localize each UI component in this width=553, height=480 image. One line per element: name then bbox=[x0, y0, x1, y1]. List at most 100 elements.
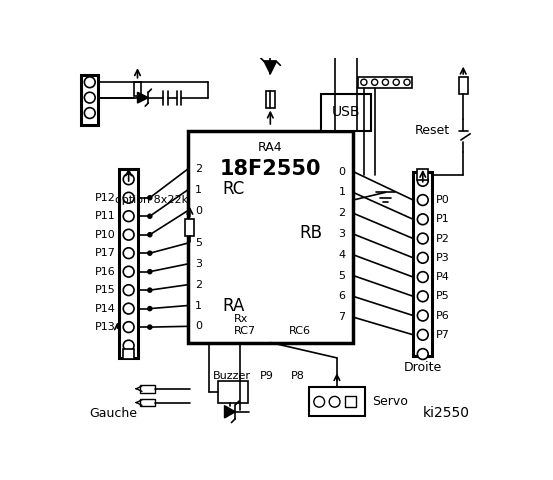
Text: P13: P13 bbox=[95, 322, 116, 332]
Circle shape bbox=[148, 233, 152, 237]
Bar bbox=[218, 381, 248, 403]
Text: 3: 3 bbox=[338, 229, 346, 239]
Bar bbox=[413, 171, 432, 356]
Text: P4: P4 bbox=[436, 272, 450, 282]
Text: RB: RB bbox=[299, 224, 322, 242]
Circle shape bbox=[85, 108, 95, 119]
Circle shape bbox=[148, 325, 152, 329]
Text: 3: 3 bbox=[195, 259, 202, 269]
Text: P15: P15 bbox=[95, 285, 116, 295]
Circle shape bbox=[85, 92, 95, 103]
Circle shape bbox=[404, 79, 410, 85]
Text: P3: P3 bbox=[436, 253, 450, 263]
Circle shape bbox=[123, 340, 134, 351]
Bar bbox=[346, 396, 356, 407]
Text: P7: P7 bbox=[436, 330, 450, 340]
Circle shape bbox=[148, 288, 152, 292]
Text: Rx: Rx bbox=[234, 314, 248, 324]
Circle shape bbox=[418, 214, 428, 225]
Text: ki2550: ki2550 bbox=[422, 407, 469, 420]
Circle shape bbox=[123, 192, 134, 203]
Circle shape bbox=[372, 79, 378, 85]
Bar bbox=[81, 74, 98, 125]
Text: RA4: RA4 bbox=[258, 141, 283, 154]
Bar bbox=[123, 348, 134, 360]
Circle shape bbox=[314, 396, 325, 407]
Circle shape bbox=[123, 285, 134, 296]
Circle shape bbox=[123, 211, 134, 222]
Circle shape bbox=[123, 266, 134, 277]
Polygon shape bbox=[138, 92, 148, 103]
Text: P2: P2 bbox=[436, 234, 450, 243]
Circle shape bbox=[123, 248, 134, 259]
Text: 7: 7 bbox=[338, 312, 346, 322]
Text: P0: P0 bbox=[436, 195, 450, 205]
Circle shape bbox=[361, 79, 367, 85]
Text: 2: 2 bbox=[195, 164, 202, 174]
Bar bbox=[140, 399, 155, 407]
Text: Servo: Servo bbox=[372, 396, 408, 408]
Text: 5: 5 bbox=[195, 238, 202, 248]
Circle shape bbox=[418, 195, 428, 205]
Text: RC7: RC7 bbox=[234, 326, 256, 336]
Text: 0: 0 bbox=[195, 321, 202, 331]
Circle shape bbox=[418, 272, 428, 282]
Polygon shape bbox=[264, 61, 276, 74]
Circle shape bbox=[148, 251, 152, 255]
Text: P8: P8 bbox=[291, 371, 305, 381]
Bar bbox=[134, 82, 142, 96]
Circle shape bbox=[418, 175, 428, 186]
Text: RC6: RC6 bbox=[289, 326, 311, 336]
Text: 0: 0 bbox=[195, 206, 202, 216]
Text: P11: P11 bbox=[95, 211, 116, 221]
Text: P9: P9 bbox=[260, 371, 274, 381]
Circle shape bbox=[148, 214, 152, 218]
Bar bbox=[265, 91, 275, 108]
Bar bbox=[185, 219, 195, 236]
Text: P10: P10 bbox=[95, 230, 116, 240]
Circle shape bbox=[148, 307, 152, 311]
Bar bbox=[309, 387, 364, 417]
Text: 1: 1 bbox=[195, 300, 202, 311]
Text: P17: P17 bbox=[95, 248, 116, 258]
Circle shape bbox=[123, 174, 134, 185]
Bar bbox=[140, 385, 155, 393]
Text: 1: 1 bbox=[338, 187, 346, 197]
Text: 4: 4 bbox=[338, 250, 346, 260]
Bar bbox=[321, 94, 371, 131]
Text: 5: 5 bbox=[338, 271, 346, 280]
Text: 2: 2 bbox=[338, 208, 346, 218]
Text: option 8x22k: option 8x22k bbox=[115, 195, 188, 205]
Circle shape bbox=[148, 270, 152, 274]
Text: Reset: Reset bbox=[415, 124, 450, 137]
Circle shape bbox=[85, 77, 95, 88]
Text: P14: P14 bbox=[95, 304, 116, 313]
Text: 1: 1 bbox=[195, 185, 202, 195]
Circle shape bbox=[418, 310, 428, 321]
Polygon shape bbox=[225, 406, 235, 418]
Circle shape bbox=[148, 196, 152, 200]
Circle shape bbox=[418, 252, 428, 263]
Circle shape bbox=[123, 303, 134, 314]
Text: USB: USB bbox=[332, 105, 360, 119]
Text: P6: P6 bbox=[436, 311, 450, 321]
Text: 18F2550: 18F2550 bbox=[220, 159, 321, 179]
Circle shape bbox=[418, 291, 428, 302]
Circle shape bbox=[393, 79, 399, 85]
Text: P12: P12 bbox=[95, 193, 116, 203]
Bar bbox=[187, 131, 353, 343]
Circle shape bbox=[382, 79, 389, 85]
Text: Gauche: Gauche bbox=[89, 407, 137, 420]
Bar bbox=[458, 77, 468, 94]
Bar bbox=[119, 169, 138, 358]
Circle shape bbox=[418, 233, 428, 244]
Text: P1: P1 bbox=[436, 214, 450, 224]
Text: P5: P5 bbox=[436, 291, 450, 301]
Circle shape bbox=[123, 229, 134, 240]
Text: 0: 0 bbox=[338, 167, 346, 177]
Circle shape bbox=[329, 396, 340, 407]
Text: P16: P16 bbox=[95, 267, 116, 276]
Text: 2: 2 bbox=[195, 280, 202, 290]
Bar bbox=[358, 77, 413, 88]
Circle shape bbox=[418, 348, 428, 360]
